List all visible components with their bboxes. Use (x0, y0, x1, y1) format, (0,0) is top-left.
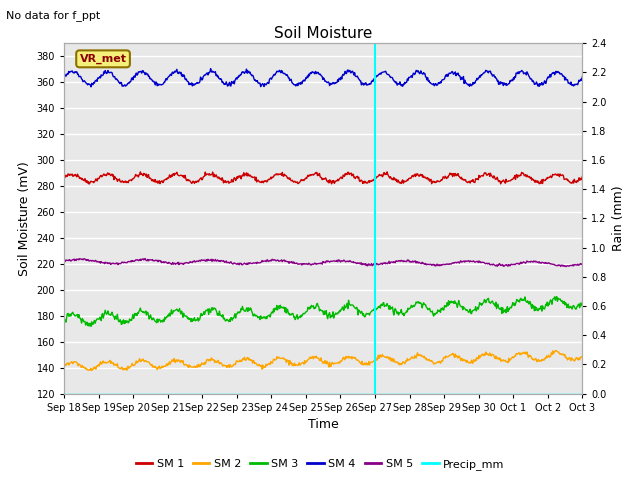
Text: No data for f_ppt: No data for f_ppt (6, 10, 100, 21)
Title: Soil Moisture: Soil Moisture (274, 25, 372, 41)
X-axis label: Time: Time (308, 418, 339, 431)
Legend: SM 1, SM 2, SM 3, SM 4, SM 5, Precip_mm: SM 1, SM 2, SM 3, SM 4, SM 5, Precip_mm (131, 455, 509, 474)
Y-axis label: Rain (mm): Rain (mm) (612, 186, 625, 251)
Text: VR_met: VR_met (79, 54, 127, 64)
Y-axis label: Soil Moisture (mV): Soil Moisture (mV) (18, 161, 31, 276)
